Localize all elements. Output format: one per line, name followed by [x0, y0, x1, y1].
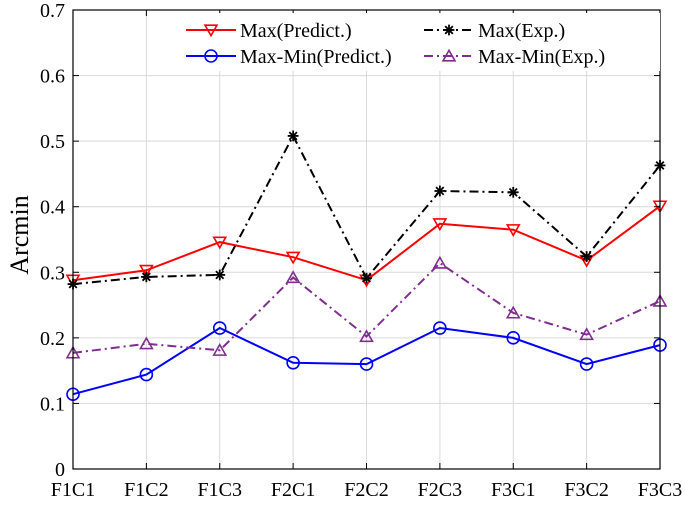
x-tick-label: F2C1	[271, 479, 315, 501]
y-tick-label: 0.5	[40, 131, 65, 153]
legend-label: Max-Min(Exp.)	[478, 46, 605, 68]
y-tick-label: 0	[55, 459, 65, 481]
axis-ticks: 0 0.1 0.2 0.3 0.4 0.5 0.6 0.7 F1C1 F1C2 F1C3 F2C1 F2…	[40, 0, 682, 501]
data-point	[212, 321, 227, 335]
data-point	[359, 329, 374, 343]
data-point	[140, 271, 152, 283]
x-tick-label: F1C1	[51, 479, 95, 501]
data-point	[138, 264, 154, 278]
data-point	[214, 269, 226, 281]
y-tick-label: 0.1	[40, 393, 65, 415]
legend-label: Max(Exp.)	[478, 20, 565, 42]
legend: Max(Predict.) Max(Exp.) Max-Min(Predict.) M…	[186, 13, 660, 71]
asterisk-stroke	[435, 186, 445, 196]
data-point	[287, 130, 299, 142]
data-point	[212, 236, 228, 250]
legend-marker	[203, 24, 219, 38]
legend-background	[196, 13, 660, 71]
data-point	[286, 355, 300, 370]
y-axis-label: Arcmin	[5, 195, 34, 274]
asterisk-stroke	[444, 25, 454, 35]
legend-marker	[441, 48, 457, 62]
data-point	[506, 331, 521, 345]
data-point	[507, 186, 519, 198]
data-point	[432, 255, 448, 269]
data-point	[434, 185, 446, 197]
legend-entry: Max-Min(Predict.)	[186, 46, 392, 68]
data-point	[212, 343, 228, 356]
x-tick-label: F2C2	[344, 479, 388, 501]
data-point	[579, 327, 595, 341]
legend-entry: Max(Exp.)	[424, 20, 565, 42]
data-point	[581, 251, 593, 262]
asterisk-stroke	[582, 252, 592, 262]
x-tick-label: F1C3	[198, 479, 242, 501]
data-point	[505, 305, 521, 319]
data-point	[359, 357, 374, 371]
x-tick-label: F2C3	[418, 479, 462, 501]
legend-entry: Max(Predict.)	[186, 20, 352, 42]
legend-marker	[443, 24, 455, 36]
asterisk-stroke	[215, 270, 225, 280]
y-tick-label: 0.7	[40, 0, 65, 22]
asterisk-stroke	[508, 187, 518, 197]
asterisk-stroke	[288, 131, 298, 141]
y-tick-label: 0.4	[40, 197, 65, 219]
asterisk-stroke	[362, 273, 371, 283]
series-line	[72, 326, 661, 396]
legend-marker	[204, 49, 218, 63]
data-point	[433, 321, 447, 335]
legend-label: Max(Predict.)	[240, 20, 352, 42]
gridlines	[73, 10, 660, 469]
data-point	[138, 336, 154, 350]
x-tick-label: F3C2	[564, 479, 608, 501]
data-point	[139, 367, 154, 382]
series-line	[72, 261, 661, 354]
legend-label: Max-Min(Predict.)	[240, 46, 392, 68]
x-tick-label: F1C2	[124, 479, 168, 501]
y-tick-label: 0.6	[40, 66, 65, 88]
data-point	[505, 224, 521, 237]
asterisk-stroke	[141, 272, 151, 282]
data-point	[361, 272, 372, 284]
x-tick-label: F3C3	[638, 479, 682, 501]
x-tick-label: F3C1	[491, 479, 535, 501]
data-point	[579, 357, 594, 371]
legend-entry: Max-Min(Exp.)	[424, 46, 605, 68]
data-point	[285, 270, 301, 284]
data-point	[285, 251, 301, 265]
y-tick-label: 0.2	[40, 328, 65, 350]
y-tick-label: 0.3	[40, 262, 65, 284]
data-point	[432, 218, 448, 232]
